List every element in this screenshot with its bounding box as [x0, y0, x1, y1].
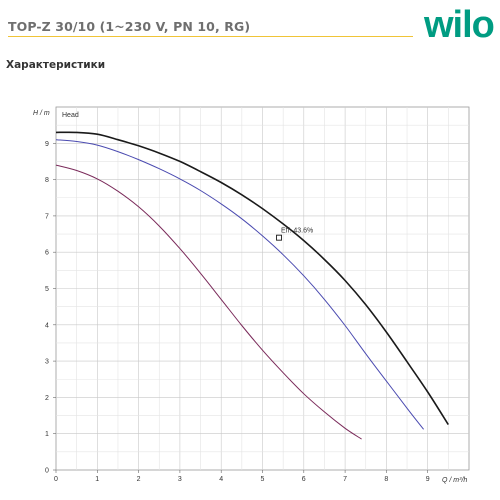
y-axis-label: H / m: [33, 110, 50, 117]
x-tick-label: 6: [302, 476, 306, 483]
x-tick-label: 7: [343, 476, 347, 483]
y-tick-label: 3: [45, 359, 49, 366]
section-heading: Характеристики: [6, 59, 106, 71]
product-title: TOP-Z 30/10 (1~230 V, PN 10, RG): [8, 19, 251, 34]
y-tick-label: 7: [45, 213, 49, 220]
x-tick-label: 8: [384, 476, 388, 483]
x-tick-label: 2: [137, 476, 141, 483]
efficiency-marker: [276, 234, 282, 241]
series-line-2: [55, 139, 424, 430]
y-tick-label: 1: [45, 431, 49, 438]
y-tick-label: 8: [45, 177, 49, 184]
y-tick-label: 4: [45, 322, 49, 329]
y-tick-label: 9: [45, 141, 49, 148]
x-tick-label: 9: [426, 476, 430, 483]
series-line-1: [55, 131, 449, 426]
x-tick-label: 0: [54, 476, 58, 483]
svg-text:wilo: wilo: [423, 4, 494, 46]
x-tick-label: 4: [219, 476, 223, 483]
x-tick-label: 1: [95, 476, 99, 483]
y-tick-label: 5: [45, 286, 49, 293]
x-tick-label: 3: [178, 476, 182, 483]
series-line-3: [55, 164, 362, 440]
y-tick-label: 2: [45, 395, 49, 402]
wilo-logo: wilo: [423, 4, 494, 46]
x-tick-label: 5: [261, 476, 265, 483]
header-divider: [8, 36, 413, 37]
x-axis-label: Q / m³/h: [442, 477, 467, 484]
legend-label: Head: [62, 112, 79, 119]
y-tick-label: 0: [45, 468, 49, 475]
y-tick-label: 6: [45, 250, 49, 257]
efficiency-label: Eff. 43.6%: [281, 228, 313, 235]
